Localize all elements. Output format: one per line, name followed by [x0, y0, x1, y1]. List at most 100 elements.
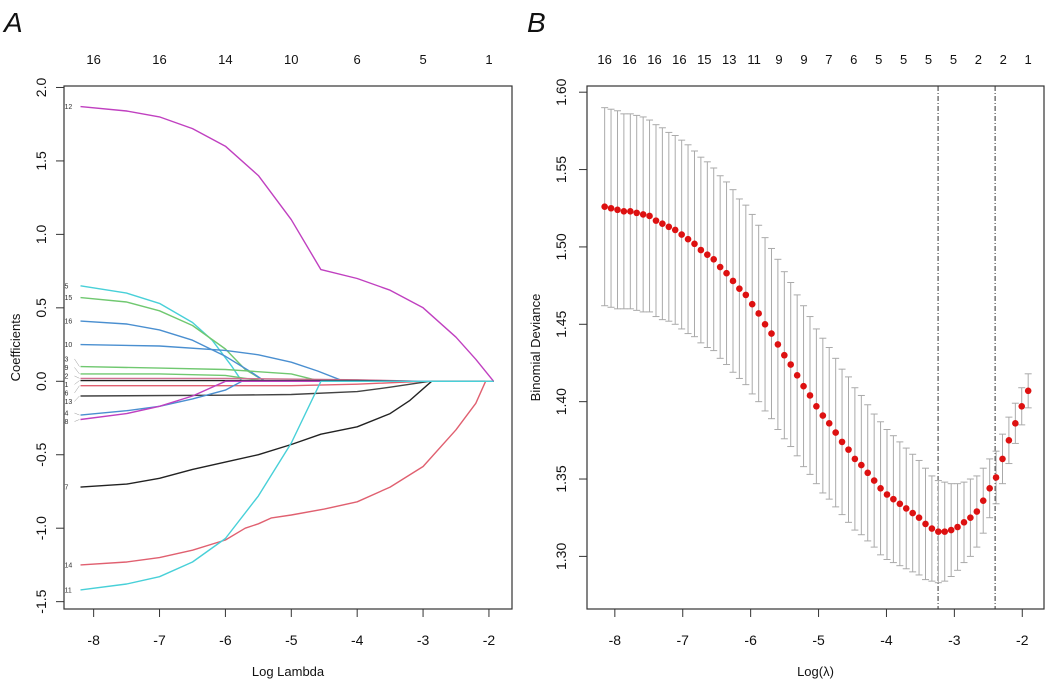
top-axis-df-label: 16	[672, 52, 686, 67]
coef-path-11	[80, 380, 494, 591]
variable-label: 4	[64, 411, 68, 418]
y-tick-label: 2.0	[33, 78, 49, 98]
deviance-point	[614, 206, 621, 214]
deviance-point	[896, 500, 904, 508]
y-tick-label: 1.0	[33, 224, 49, 244]
deviance-point	[825, 420, 833, 427]
deviance-point	[922, 520, 929, 528]
x-tick-label: -6	[744, 632, 757, 648]
x-tick-label: -3	[948, 632, 961, 648]
deviance-point	[813, 402, 820, 410]
top-axis-df-label: 6	[354, 52, 361, 67]
top-axis-df-label: 13	[722, 52, 736, 67]
deviance-point	[877, 485, 884, 492]
panel-b-cross-validation: B -8 -7 -6 -5 -4 -3 -2 1.30 1.35 1.40 1.45 1.50 1.55 1…	[527, 7, 1045, 679]
coef-path-16	[80, 320, 494, 382]
deviance-point	[967, 514, 974, 522]
x-tick-label: -3	[417, 632, 430, 648]
deviance-point	[793, 372, 801, 379]
variable-label: 7	[64, 485, 68, 492]
x-tick-label: -2	[483, 632, 496, 648]
y-tick-label: -0.5	[33, 442, 49, 466]
y-tick-label: 1.45	[553, 310, 569, 337]
top-axis-df-label: 5	[419, 52, 426, 67]
top-axis-df-label: 2	[975, 52, 982, 67]
deviance-point	[639, 211, 647, 218]
x-axis-title: Log(λ)	[797, 664, 834, 679]
x-tick-label: -4	[351, 632, 364, 648]
deviance-point	[883, 491, 891, 498]
coef-path-14	[80, 380, 494, 566]
deviance-point	[890, 495, 897, 503]
deviance-point	[838, 438, 846, 446]
deviance-point	[928, 525, 936, 532]
y-tick-label: 0.0	[33, 371, 49, 391]
deviance-point	[716, 263, 724, 271]
deviance-point	[601, 203, 608, 210]
top-axis-df-label: 5	[900, 52, 907, 67]
y-tick-label: -1.5	[33, 589, 49, 613]
variable-label-leader	[74, 375, 80, 379]
variable-label-leader	[74, 412, 80, 416]
top-axis-df-label: 16	[86, 52, 100, 67]
y-tick-label: 1.30	[553, 543, 569, 570]
deviance-point	[671, 226, 679, 234]
top-axis-df-label: 5	[950, 52, 957, 67]
deviance-point	[979, 497, 987, 504]
variable-label: 9	[64, 365, 68, 372]
deviance-point	[902, 505, 910, 512]
top-axis-df-label: 10	[284, 52, 298, 67]
deviance-point	[781, 351, 788, 359]
top-axis-df-label: 16	[647, 52, 661, 67]
deviance-point	[973, 508, 981, 515]
deviance-point	[915, 514, 923, 522]
deviance-point	[755, 310, 762, 317]
x-tick-label: -8	[87, 632, 100, 648]
variable-label: 6	[64, 390, 68, 397]
y-axis-title: Binomial Deviance	[528, 294, 543, 402]
y-tick-label: 1.55	[553, 156, 569, 183]
variable-label: 11	[64, 587, 71, 594]
top-axis-df-label: 5	[875, 52, 882, 67]
x-tick-label: -7	[677, 632, 690, 648]
variable-label: 14	[64, 562, 72, 569]
x-axis-title: Log Lambda	[252, 664, 325, 679]
top-axis-df-label: 1	[1025, 52, 1032, 67]
deviance-point	[697, 246, 705, 254]
panel-label: B	[527, 7, 546, 38]
deviance-point	[909, 509, 916, 517]
deviance-point	[627, 208, 634, 215]
deviance-point	[832, 429, 839, 436]
x-tick-label: -2	[1016, 632, 1029, 648]
deviance-point	[954, 523, 961, 531]
deviance-point	[736, 285, 743, 293]
plot-frame	[586, 85, 1045, 610]
deviance-point	[691, 240, 698, 248]
deviance-point	[607, 204, 615, 212]
top-axis-df-label: 1	[485, 52, 492, 67]
deviance-point	[1012, 420, 1019, 427]
deviance-point	[646, 212, 653, 220]
top-axis-df-label: 16	[597, 52, 611, 67]
deviance-point	[665, 223, 673, 231]
deviance-point	[761, 320, 769, 328]
top-axis-df-label: 9	[800, 52, 807, 67]
deviance-point	[633, 209, 641, 217]
y-tick-label: 1.60	[553, 78, 569, 105]
deviance-point	[941, 528, 949, 535]
deviance-point	[748, 300, 756, 308]
y-tick-label: 1.5	[33, 151, 49, 171]
deviance-point	[947, 526, 955, 534]
variable-label: 10	[64, 342, 72, 349]
variable-label: 2	[64, 373, 68, 380]
y-axis-title: Coefficients	[8, 313, 23, 381]
plot-frame	[63, 85, 513, 610]
coef-path-13	[80, 380, 494, 397]
deviance-point	[999, 455, 1006, 463]
deviance-point	[704, 251, 711, 258]
top-axis-df-label: 9	[775, 52, 782, 67]
variable-label: 3	[64, 356, 68, 363]
deviance-point	[864, 469, 872, 477]
deviance-point	[960, 519, 968, 526]
x-tick-label: -5	[812, 632, 825, 648]
